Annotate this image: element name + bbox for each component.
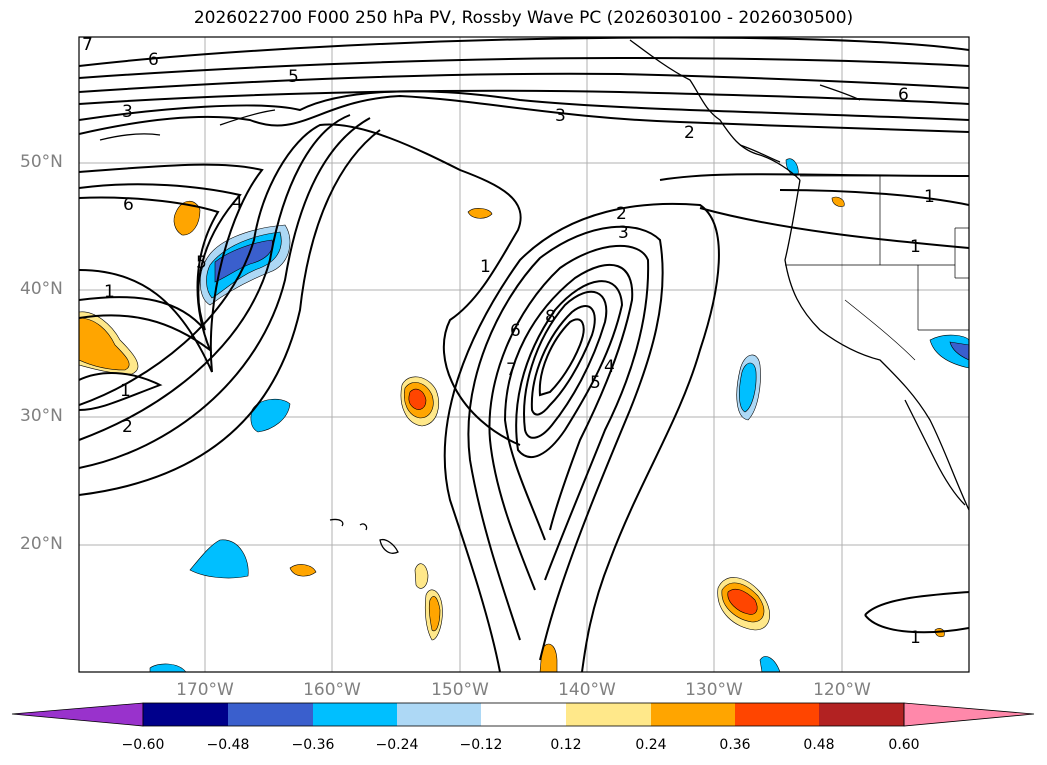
pos-anomaly-hi bbox=[414, 563, 429, 589]
contour-label: 5 bbox=[196, 253, 207, 273]
contour-label: 6 bbox=[510, 321, 521, 341]
lon-label: 160°W bbox=[303, 680, 361, 700]
colorbar-outline bbox=[142, 702, 905, 727]
lon-label: 120°W bbox=[813, 680, 871, 700]
colorbar-swatch bbox=[735, 703, 819, 726]
colorbar-swatch bbox=[397, 703, 481, 726]
neg-anomaly-20n bbox=[189, 539, 249, 579]
lon-label: 150°W bbox=[431, 680, 489, 700]
colorbar-swatch bbox=[481, 703, 566, 726]
map-title: 2026022700 F000 250 hPa PV, Rossby Wave … bbox=[193, 8, 854, 28]
pv-contours bbox=[79, 37, 969, 672]
borders bbox=[785, 175, 969, 361]
colorbar-swatch bbox=[143, 703, 228, 726]
contour-label: 1 bbox=[120, 381, 131, 401]
contour-label: 3 bbox=[122, 102, 133, 122]
contour-label: 3 bbox=[618, 223, 629, 243]
colorbar-tick: 0.36 bbox=[719, 737, 751, 753]
contour-label: 1 bbox=[910, 628, 921, 648]
contour-label: 1 bbox=[910, 237, 921, 257]
neg-anomaly-30n bbox=[250, 398, 291, 433]
contour-label: 5 bbox=[590, 373, 601, 393]
colorbar-tick: −0.12 bbox=[459, 737, 503, 753]
contour-label: 1 bbox=[924, 187, 935, 207]
colorbar-extend-min bbox=[11, 702, 144, 727]
colorbar-swatch bbox=[228, 703, 313, 726]
lat-label: 30°N bbox=[20, 406, 63, 426]
colorbar-tick: −0.24 bbox=[375, 737, 419, 753]
contour-label: 5 bbox=[288, 67, 299, 87]
colorbar-extend-max bbox=[903, 702, 1035, 727]
lat-label: 40°N bbox=[20, 279, 63, 299]
contour-label: 6 bbox=[123, 195, 134, 215]
colorbar-swatch bbox=[313, 703, 397, 726]
contour-label: 1 bbox=[480, 257, 491, 277]
lon-label: 170°W bbox=[176, 680, 234, 700]
map-frame bbox=[78, 36, 970, 673]
lat-label: 50°N bbox=[20, 152, 63, 172]
colorbar-swatch bbox=[819, 703, 904, 726]
contour-label: 2 bbox=[616, 204, 627, 224]
contour-label: 4 bbox=[232, 193, 243, 213]
contour-label-group: 6 5 3 6 4 5 1 1 2 1 2 3 6 8 7 5 4 3 2 6 … bbox=[82, 35, 935, 648]
colorbar-swatch bbox=[566, 703, 651, 726]
lon-label: 140°W bbox=[558, 680, 616, 700]
contour-label: 8 bbox=[545, 307, 556, 327]
pos-anomaly-north bbox=[173, 200, 201, 236]
colorbar-swatch bbox=[651, 703, 735, 726]
colorbar-tick: −0.36 bbox=[291, 737, 335, 753]
lat-label: 20°N bbox=[20, 534, 63, 554]
colorbar-tick: 0.12 bbox=[550, 737, 582, 753]
contour-label: 1 bbox=[104, 282, 115, 302]
colorbar-tick: 0.60 bbox=[888, 737, 920, 753]
coastlines bbox=[99, 39, 969, 554]
contour-label: 6 bbox=[148, 50, 159, 70]
colorbar-tick: 0.24 bbox=[635, 737, 667, 753]
colorbar-tick: 0.48 bbox=[803, 737, 835, 753]
lon-label: 130°W bbox=[685, 680, 743, 700]
neg-anomaly-strong bbox=[214, 239, 273, 283]
contour-label: 2 bbox=[684, 123, 695, 143]
contour-label: 6 bbox=[898, 85, 909, 105]
neg-anomaly-southedge bbox=[149, 663, 187, 672]
colorbar bbox=[11, 702, 1035, 727]
contour-label: 4 bbox=[604, 357, 615, 377]
contour-label: 7 bbox=[506, 360, 517, 380]
pos-anomaly-west-core bbox=[79, 317, 130, 371]
colorbar-tick: −0.60 bbox=[121, 737, 165, 753]
colorbar-tick: −0.48 bbox=[206, 737, 250, 753]
contour-label: 7 bbox=[82, 35, 93, 55]
contour-label: 3 bbox=[555, 106, 566, 126]
pc-anomaly-shading bbox=[79, 158, 969, 672]
contour-label: 2 bbox=[122, 417, 133, 437]
